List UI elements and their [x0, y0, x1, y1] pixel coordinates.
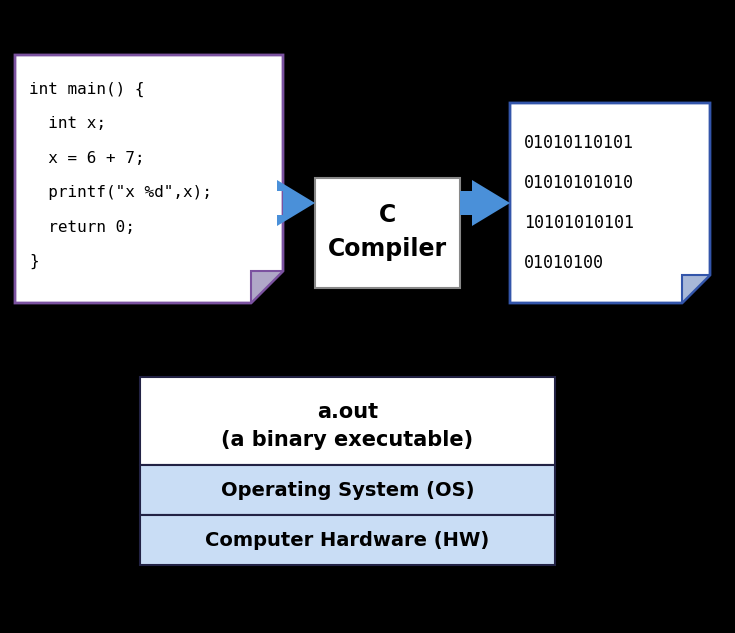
- Text: Computer Hardware (HW): Computer Hardware (HW): [205, 530, 490, 549]
- Text: return 0;: return 0;: [29, 220, 135, 235]
- Text: (a binary executable): (a binary executable): [221, 430, 473, 450]
- Polygon shape: [277, 180, 315, 226]
- Polygon shape: [682, 275, 710, 303]
- Polygon shape: [460, 180, 510, 226]
- Bar: [140, 515, 555, 565]
- Polygon shape: [15, 55, 283, 303]
- Polygon shape: [510, 103, 710, 303]
- Text: printf("x %d",x);: printf("x %d",x);: [29, 185, 212, 200]
- Text: 01010100: 01010100: [524, 254, 604, 272]
- Bar: [315, 178, 460, 288]
- Text: 01010101010: 01010101010: [524, 174, 634, 192]
- Text: 10101010101: 10101010101: [524, 214, 634, 232]
- Text: Compiler: Compiler: [328, 237, 447, 261]
- Text: x = 6 + 7;: x = 6 + 7;: [29, 151, 145, 166]
- Text: C: C: [379, 203, 396, 227]
- Text: a.out: a.out: [317, 402, 378, 422]
- Bar: [140, 465, 555, 515]
- Text: int x;: int x;: [29, 116, 106, 132]
- Text: }: }: [29, 254, 39, 269]
- Polygon shape: [251, 271, 283, 303]
- Text: int main() {: int main() {: [29, 82, 145, 97]
- Text: Operating System (OS): Operating System (OS): [220, 480, 474, 499]
- Bar: [140, 377, 555, 465]
- Text: 01010110101: 01010110101: [524, 134, 634, 152]
